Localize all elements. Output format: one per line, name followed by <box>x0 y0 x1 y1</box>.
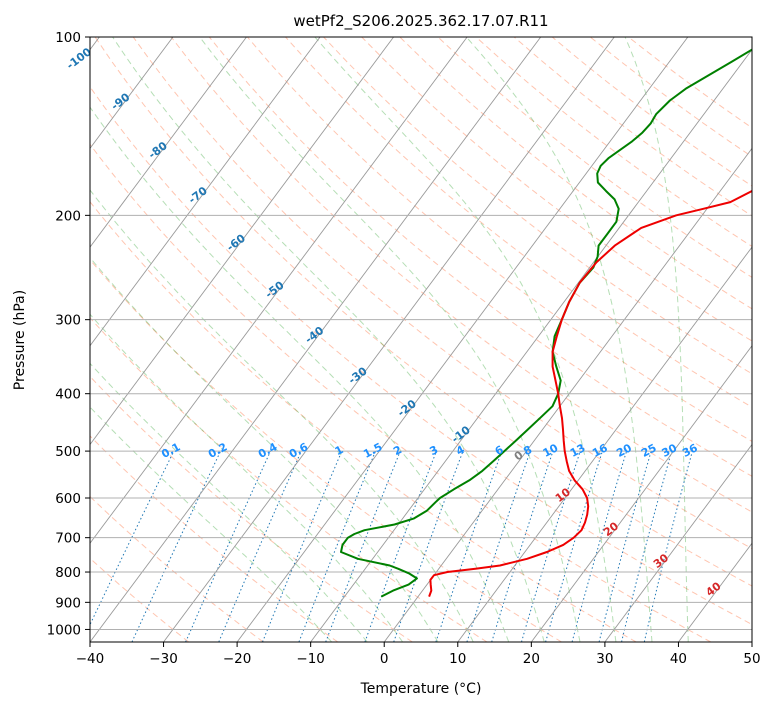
isotherm--10 <box>310 48 752 642</box>
x-tick-label-3: −10 <box>296 651 325 667</box>
x-axis-label: Temperature (°C) <box>360 681 482 697</box>
dry-adiabat-40 <box>90 143 712 642</box>
mixing-ratio-line-13 <box>545 450 603 642</box>
x-tick-label-8: 40 <box>670 651 687 667</box>
mixing-ratio-line-10 <box>466 450 531 642</box>
y-tick-label-5: 500 <box>55 444 81 460</box>
dry-adiabat-140 <box>399 37 752 310</box>
isotherm--60 <box>90 37 394 446</box>
mixing-ratio-line-5 <box>298 450 377 642</box>
y-tick-label-0: 1000 <box>47 622 81 638</box>
mixing-ratio-label-15: 25 <box>639 441 659 460</box>
moist-adiabat-40 <box>624 37 689 642</box>
isotherm--90 <box>90 37 174 150</box>
dry-adiabat-130 <box>361 37 752 342</box>
dry-adiabat-80 <box>170 37 752 513</box>
isotherm-20 <box>530 345 752 642</box>
moist-adiabat-0 <box>90 313 404 642</box>
isotherm--40 <box>90 37 542 642</box>
mixing-ratio-line-4 <box>262 450 343 642</box>
mixing-ratio-label-14: 20 <box>614 441 634 460</box>
x-tick-label-9: 50 <box>743 651 760 667</box>
y-tick-label-3: 700 <box>55 531 81 547</box>
moist-adiabat--5 <box>90 362 368 642</box>
moist-adiabat-20 <box>112 37 545 642</box>
mixing-ratio-line-6 <box>325 450 401 642</box>
y-axis-ticks: 1000 900 800 700 600 500 400 300 200 100 <box>47 30 90 638</box>
dry-adiabat-50 <box>90 86 752 626</box>
moist-adiabat-35 <box>466 37 653 642</box>
isotherm-0 <box>383 147 752 642</box>
x-tick-label-4: 0 <box>380 651 389 667</box>
x-tick-label-0: −40 <box>76 651 105 667</box>
moist-adiabat-30 <box>314 37 617 642</box>
moist-adiabats <box>90 37 689 642</box>
mixing-ratio-line-14 <box>571 450 628 642</box>
isotherm--20 <box>236 37 689 642</box>
y-tick-label-6: 400 <box>55 387 81 403</box>
x-axis-ticks: −40 −30 −20 −10 0 10 20 30 40 50 <box>76 642 761 667</box>
isotherm--70 <box>90 37 321 347</box>
moist-adiabat-15 <box>90 106 510 642</box>
y-tick-label-9: 100 <box>55 30 81 46</box>
isotherm--30 <box>163 37 615 642</box>
dry-adiabat-30 <box>90 201 637 642</box>
mixing-ratio-lines <box>90 450 693 642</box>
mixing-ratio-line-16 <box>621 450 673 642</box>
profiles <box>340 48 752 598</box>
isotherm-30 <box>604 443 752 642</box>
plot-frame <box>89 36 753 643</box>
dry-adiabat-20 <box>90 258 562 642</box>
mixing-ratio-line-7 <box>364 450 437 642</box>
moist-adiabat--10 <box>90 406 333 642</box>
isotherm-10 <box>457 246 752 642</box>
temperature-line <box>428 189 752 597</box>
dry-adiabat-100 <box>247 37 752 442</box>
x-tick-label-2: −20 <box>223 651 252 667</box>
dry-adiabat-60 <box>94 37 752 587</box>
chart-title: wetPf2_S206.2025.362.17.07.R11 <box>293 12 548 31</box>
y-tick-label-1: 900 <box>55 595 81 611</box>
mixing-ratio-line-11 <box>491 450 554 642</box>
mixing-ratio-line-9 <box>435 450 503 642</box>
plot-background <box>90 37 752 642</box>
y-tick-label-7: 300 <box>55 313 81 329</box>
y-axis-label: Pressure (hPa) <box>12 290 28 390</box>
mixing-ratio-line-12 <box>521 450 581 642</box>
y-tick-label-8: 200 <box>55 208 81 224</box>
y-tick-label-4: 600 <box>55 491 81 507</box>
moist-adiabat-25 <box>199 37 581 642</box>
x-tick-label-1: −30 <box>149 651 178 667</box>
mixing-ratio-label-12: 13 <box>568 441 588 460</box>
isotherm--50 <box>90 37 468 545</box>
x-tick-label-5: 10 <box>449 651 466 667</box>
background-lines <box>90 37 752 642</box>
mixing-ratio-line-2 <box>185 450 271 642</box>
isotherm--80 <box>90 37 247 248</box>
isobars <box>90 37 752 630</box>
mixing-ratio-label-17: 36 <box>680 441 700 460</box>
mixing-ratio-label-11: 10 <box>541 441 561 460</box>
mixing-ratio-line-3 <box>218 450 302 642</box>
dry-adiabat-0 <box>90 375 413 642</box>
y-tick-label-2: 800 <box>55 565 81 581</box>
isotherms <box>90 37 752 642</box>
dewpoint-line <box>340 48 752 598</box>
mixing-ratio-label-16: 30 <box>660 441 680 460</box>
x-tick-label-6: 20 <box>523 651 540 667</box>
x-tick-label-7: 30 <box>596 651 613 667</box>
mixing-ratio-label-13: 16 <box>590 441 610 460</box>
mixing-ratio-line-15 <box>598 450 652 642</box>
dry-adiabat-90 <box>208 37 752 477</box>
